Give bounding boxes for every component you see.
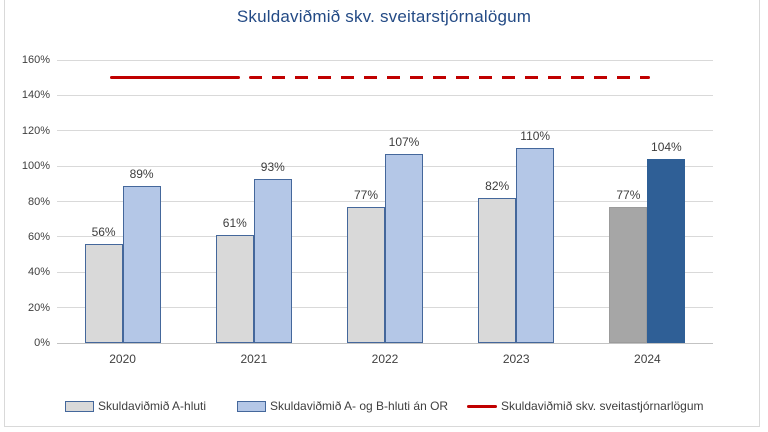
- bar-value-label: 93%: [260, 159, 285, 174]
- bar-2021-a-og-b-hluti: [253, 178, 292, 343]
- gridline: [57, 59, 713, 61]
- legend-item-label: Skuldaviðmið A- og B-hluti án OR: [270, 399, 449, 413]
- bar-value-label: 104%: [651, 140, 682, 155]
- bar-value-label: 77%: [616, 187, 641, 202]
- bar-2023-a-og-b-hluti: [516, 148, 555, 343]
- reference-line-dashed: [249, 76, 650, 80]
- reference-line-solid: [110, 76, 240, 80]
- gridline: [57, 94, 713, 96]
- bar-2020-a-hluti: [84, 243, 123, 343]
- legend-swatch-icon: [237, 400, 266, 412]
- bar-2021-a-hluti: [215, 235, 254, 343]
- bar-value-label: 61%: [222, 216, 247, 231]
- bar-2022-a-og-b-hluti: [385, 153, 423, 343]
- bar-2023-a-hluti: [478, 197, 517, 343]
- x-axis-year-label: 2024: [634, 352, 661, 366]
- y-axis-tick-label: 160%: [21, 54, 50, 66]
- bar-2024-a-hluti: [609, 206, 648, 343]
- y-axis-tick-label: 140%: [21, 89, 50, 102]
- y-axis-tick-label: 40%: [27, 266, 50, 279]
- y-axis-tick-label: 80%: [27, 195, 50, 208]
- bar-2022-a-hluti: [347, 206, 385, 343]
- x-axis-year-label: 2021: [240, 352, 268, 366]
- bar-value-label: 107%: [388, 134, 420, 149]
- chart-title: Skuldaviðmið skv. sveitarstjórnalögum: [236, 7, 532, 26]
- y-axis-tick-label: 0%: [34, 337, 50, 349]
- bar-value-label: 77%: [353, 187, 379, 202]
- legend-item-series-1: Skuldaviðmið A- og B-hluti án OR: [237, 399, 448, 413]
- legend: Skuldaviðmið A-hluti Skuldaviðmið A- og B…: [0, 399, 768, 421]
- legend-item-label: Skuldaviðmið skv. sveitastjórnarlögum: [501, 399, 704, 413]
- legend-item-reference-line: Skuldaviðmið skv. sveitastjórnarlögum: [467, 399, 704, 413]
- y-axis-tick-label: 60%: [27, 230, 50, 243]
- legend-item-label: Skuldaviðmið A-hluti: [98, 399, 207, 413]
- gridline: [57, 342, 713, 344]
- y-axis-tick-label: 120%: [21, 124, 50, 137]
- bar-2024-a-og-b-hluti: [647, 159, 686, 343]
- x-axis-year-label: 2020: [109, 352, 136, 366]
- gridline: [57, 130, 713, 132]
- bar-2020-a-og-b-hluti: [122, 185, 161, 343]
- legend-line-icon: [467, 404, 497, 408]
- y-axis-tick-label: 20%: [27, 301, 50, 314]
- legend-item-series-0: Skuldaviðmið A-hluti: [65, 399, 206, 413]
- legend-swatch-icon: [65, 400, 94, 412]
- bar-value-label: 110%: [520, 129, 551, 144]
- y-axis-tick-label: 100%: [21, 160, 50, 173]
- x-axis-year-label: 2023: [502, 352, 530, 366]
- bar-value-label: 82%: [485, 178, 510, 193]
- bar-value-label: 56%: [91, 224, 116, 239]
- x-axis-year-label: 2022: [371, 352, 399, 366]
- bar-value-label: 89%: [129, 166, 154, 181]
